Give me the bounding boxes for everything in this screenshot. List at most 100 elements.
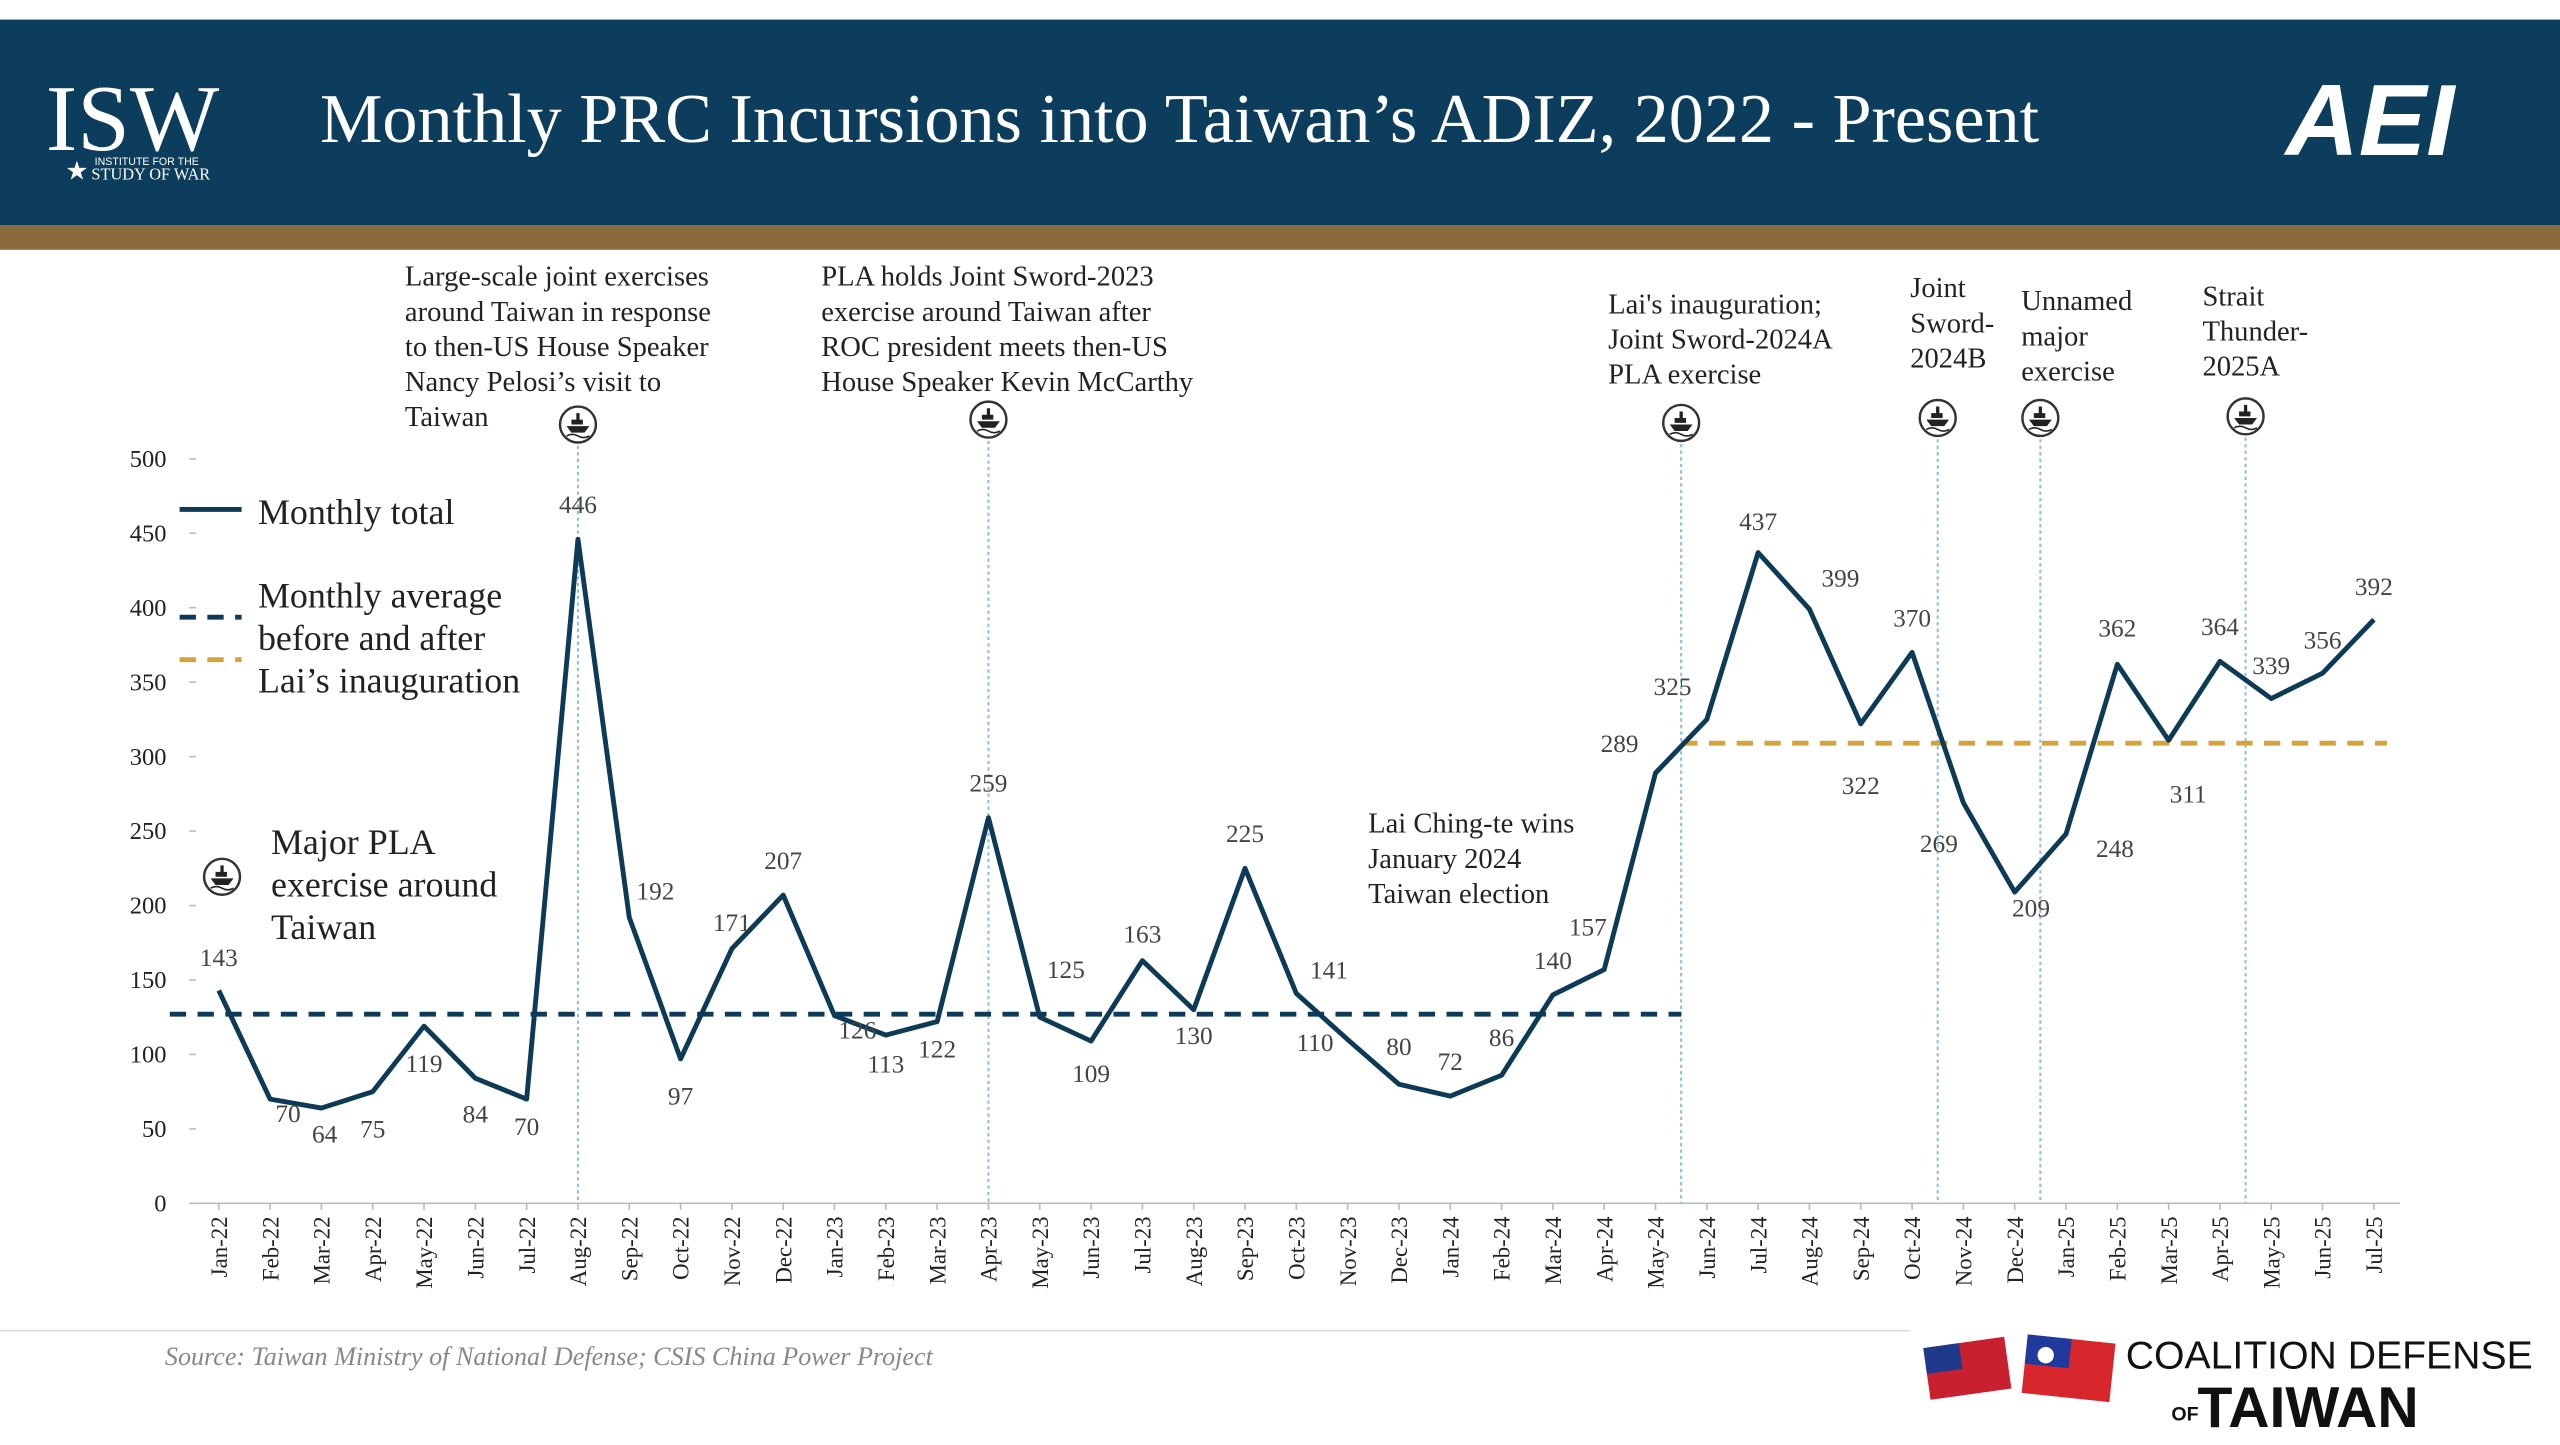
x-tick-label: May-23	[1028, 1216, 1053, 1288]
x-tick-label: Nov-22	[720, 1216, 745, 1286]
x-tick-label: Aug-23	[1182, 1216, 1207, 1286]
x-tick-label: Nov-24	[1952, 1216, 1977, 1286]
data-label: 289	[1601, 730, 1639, 758]
data-label: 80	[1386, 1033, 1411, 1061]
data-label: 192	[636, 877, 674, 905]
data-label: 119	[406, 1050, 443, 1078]
annotation: January 2024	[1368, 844, 1521, 875]
x-tick-label: Aug-24	[1798, 1216, 1823, 1286]
x-tick-label: Jul-25	[2362, 1216, 2387, 1273]
data-label: 356	[2304, 627, 2342, 655]
data-label: 259	[969, 770, 1007, 798]
data-label: 126	[838, 1017, 876, 1045]
data-label: 225	[1226, 820, 1264, 848]
x-tick-label: Sep-24	[1849, 1216, 1874, 1281]
exercise-icon-ship	[1669, 411, 1693, 432]
isw-star: ★	[65, 157, 88, 186]
tw-sun	[2037, 1347, 2054, 1364]
annotation: Lai Ching-te wins	[1368, 809, 1574, 840]
aei-logo: AEI	[2283, 64, 2457, 177]
event-icon	[1661, 403, 1701, 443]
x-tick-label: Feb-25	[2105, 1216, 2130, 1281]
event-text: Unnamed	[2021, 286, 2132, 317]
event-text: 2024B	[1910, 343, 1986, 374]
data-label: 362	[2098, 615, 2136, 643]
source: Source: Taiwan Ministry of National Defe…	[165, 1342, 934, 1371]
event-icon	[969, 400, 1008, 439]
event-text: Taiwan	[405, 402, 489, 433]
x-tick-label: Dec-22	[771, 1216, 796, 1283]
x-tick-label: May-22	[412, 1216, 437, 1288]
data-label: 64	[312, 1120, 338, 1148]
data-label: 130	[1175, 1022, 1213, 1050]
data-label: 392	[2355, 573, 2393, 601]
data-label: 70	[514, 1113, 539, 1141]
data-label: 113	[867, 1051, 904, 1079]
x-tick-label: Dec-23	[1387, 1216, 1412, 1283]
x-tick-label: Jan-22	[207, 1216, 232, 1277]
event-text: 2025A	[2202, 352, 2280, 383]
y-tick-label: 400	[130, 595, 167, 622]
data-label: 97	[668, 1083, 693, 1111]
y-tick-label: 350	[130, 669, 167, 696]
legend-label: before and after	[258, 618, 485, 658]
event-text: to then-US House Speaker	[405, 332, 709, 363]
exercise-icon-wave	[976, 428, 1001, 434]
exercise-icon-wave	[1669, 431, 1693, 437]
event-text: around Taiwan in response	[405, 297, 711, 328]
x-tick-label: Apr-25	[2208, 1216, 2233, 1282]
data-label: 364	[2201, 613, 2239, 641]
logo-text: COALITION DEFENSE	[2126, 1334, 2533, 1377]
y-tick-label: 200	[130, 893, 167, 920]
data-label: 399	[1821, 564, 1859, 592]
x-tick-label: Sep-22	[617, 1216, 642, 1281]
event-text: Large-scale joint exercises	[405, 262, 709, 293]
data-label: 269	[1920, 830, 1958, 858]
data-label: 209	[2012, 895, 2050, 923]
legend-label: Lai’s inauguration	[258, 660, 520, 700]
x-tick-label: Oct-24	[1900, 1216, 1925, 1280]
event-text: exercise around Taiwan after	[821, 297, 1151, 328]
data-label: 157	[1569, 913, 1607, 941]
x-tick-label: Mar-23	[925, 1216, 950, 1284]
x-tick-label: Mar-25	[2157, 1216, 2182, 1284]
data-label: 122	[918, 1036, 956, 1064]
exercise-icon-wave	[566, 433, 590, 439]
us-flag-canton	[1923, 1343, 1963, 1374]
event-text: exercise	[2021, 356, 2115, 387]
x-tick-label: Apr-24	[1592, 1216, 1617, 1282]
data-label: 322	[1842, 772, 1880, 800]
x-tick-label: Feb-22	[258, 1216, 283, 1281]
x-tick-label: Jan-25	[2054, 1216, 2079, 1277]
data-label: 140	[1534, 947, 1572, 975]
header-stripe	[0, 225, 2560, 250]
data-label: 339	[2252, 652, 2290, 680]
data-label: 171	[713, 909, 751, 937]
x-tick-label: Feb-23	[874, 1216, 899, 1281]
event-text: Sword-	[1910, 308, 1994, 339]
exercise-icon-ship	[2028, 406, 2052, 427]
footer-logo: COALITION DEFENSE OF TAIWAN	[1923, 1334, 2533, 1440]
data-label: 163	[1123, 921, 1161, 949]
event-text: PLA holds Joint Sword-2023	[821, 262, 1153, 293]
data-label: 75	[360, 1115, 385, 1143]
event-icon	[1918, 398, 1957, 438]
exercise-icon-wave	[210, 885, 234, 891]
event-text: House Speaker Kevin McCarthy	[821, 367, 1194, 398]
isw-logo: ISW	[46, 67, 220, 171]
x-tick-label: Dec-24	[2003, 1216, 2028, 1284]
legend-label: exercise around	[271, 864, 497, 904]
data-label: 141	[1310, 957, 1348, 985]
x-tick-label: Jan-23	[823, 1216, 848, 1277]
x-tick-label: Jun-22	[463, 1216, 488, 1278]
data-label: 72	[1438, 1048, 1463, 1076]
y-tick-label: 300	[130, 744, 167, 771]
event-text: major	[2021, 321, 2088, 352]
exercise-icon-ship	[566, 413, 590, 433]
x-tick-label: Jul-24	[1746, 1216, 1771, 1274]
legend-label: Monthly total	[258, 492, 455, 532]
logo-text: OF	[2171, 1404, 2198, 1426]
exercise-icon-ship	[977, 408, 1000, 428]
event-text: Joint	[1910, 273, 1966, 304]
